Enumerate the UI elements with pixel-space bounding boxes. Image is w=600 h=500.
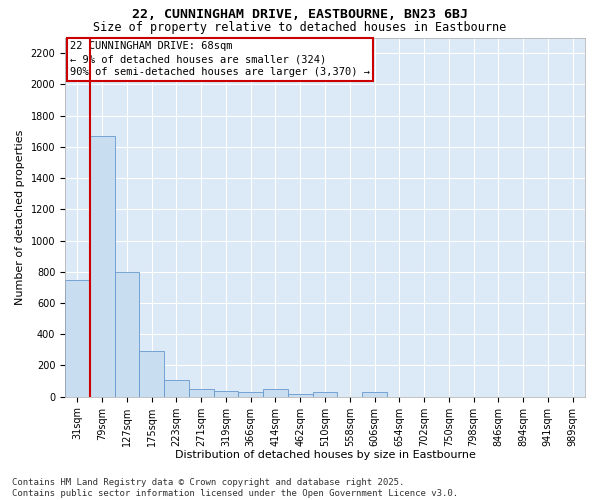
Bar xyxy=(238,392,263,396)
Bar xyxy=(90,136,115,396)
Text: 22 CUNNINGHAM DRIVE: 68sqm
← 9% of detached houses are smaller (324)
90% of semi: 22 CUNNINGHAM DRIVE: 68sqm ← 9% of detac… xyxy=(70,41,370,78)
Text: Size of property relative to detached houses in Eastbourne: Size of property relative to detached ho… xyxy=(94,21,506,34)
Text: 22, CUNNINGHAM DRIVE, EASTBOURNE, BN23 6BJ: 22, CUNNINGHAM DRIVE, EASTBOURNE, BN23 6… xyxy=(132,8,468,20)
Text: Contains HM Land Registry data © Crown copyright and database right 2025.
Contai: Contains HM Land Registry data © Crown c… xyxy=(12,478,458,498)
Y-axis label: Number of detached properties: Number of detached properties xyxy=(15,130,25,305)
X-axis label: Distribution of detached houses by size in Eastbourne: Distribution of detached houses by size … xyxy=(175,450,475,460)
Bar xyxy=(115,272,139,396)
Bar xyxy=(313,392,337,396)
Bar xyxy=(65,280,90,396)
Bar xyxy=(362,392,387,396)
Bar xyxy=(263,389,288,396)
Bar xyxy=(214,392,238,396)
Bar xyxy=(164,380,189,396)
Bar xyxy=(189,389,214,396)
Bar xyxy=(288,394,313,396)
Bar xyxy=(139,352,164,397)
